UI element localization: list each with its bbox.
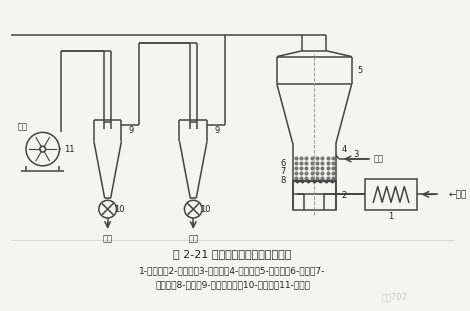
Text: 1: 1 <box>388 211 394 220</box>
Text: 成品: 成品 <box>188 234 198 243</box>
Bar <box>293 181 336 210</box>
Text: 废气: 废气 <box>18 122 28 131</box>
Circle shape <box>184 200 202 218</box>
Bar <box>366 179 416 210</box>
Text: 10: 10 <box>200 205 210 214</box>
Text: 检修孔；8-孔板；9-旋风分离器；10-出料阀；11-引风机: 检修孔；8-孔板；9-旋风分离器；10-出料阀；11-引风机 <box>155 281 310 290</box>
Text: 7: 7 <box>280 167 285 176</box>
Circle shape <box>26 132 59 166</box>
Text: 9: 9 <box>129 126 134 135</box>
Circle shape <box>40 146 46 152</box>
Text: 11: 11 <box>64 145 75 154</box>
Text: 9: 9 <box>214 126 219 135</box>
Text: 1-加热器；2-进气室；3-进料管；4-干燥室；5-沉降室；6-载体；7-: 1-加热器；2-进气室；3-进料管；4-干燥室；5-沉降室；6-载体；7- <box>140 267 326 276</box>
Circle shape <box>99 200 117 218</box>
Text: 化工707: 化工707 <box>382 292 408 301</box>
Text: 4: 4 <box>341 145 346 154</box>
Text: 料液: 料液 <box>373 155 384 164</box>
Text: ←空气: ←空气 <box>448 190 466 199</box>
Text: 3: 3 <box>353 150 358 159</box>
Text: 5: 5 <box>357 66 362 75</box>
Text: 图 2-21 载体喷雾流化干燥器流程图: 图 2-21 载体喷雾流化干燥器流程图 <box>173 249 292 259</box>
Text: 8: 8 <box>280 176 285 185</box>
Text: 2: 2 <box>341 191 346 200</box>
Text: 6: 6 <box>280 160 285 169</box>
Text: 10: 10 <box>114 205 125 214</box>
Text: 成品: 成品 <box>102 234 113 243</box>
